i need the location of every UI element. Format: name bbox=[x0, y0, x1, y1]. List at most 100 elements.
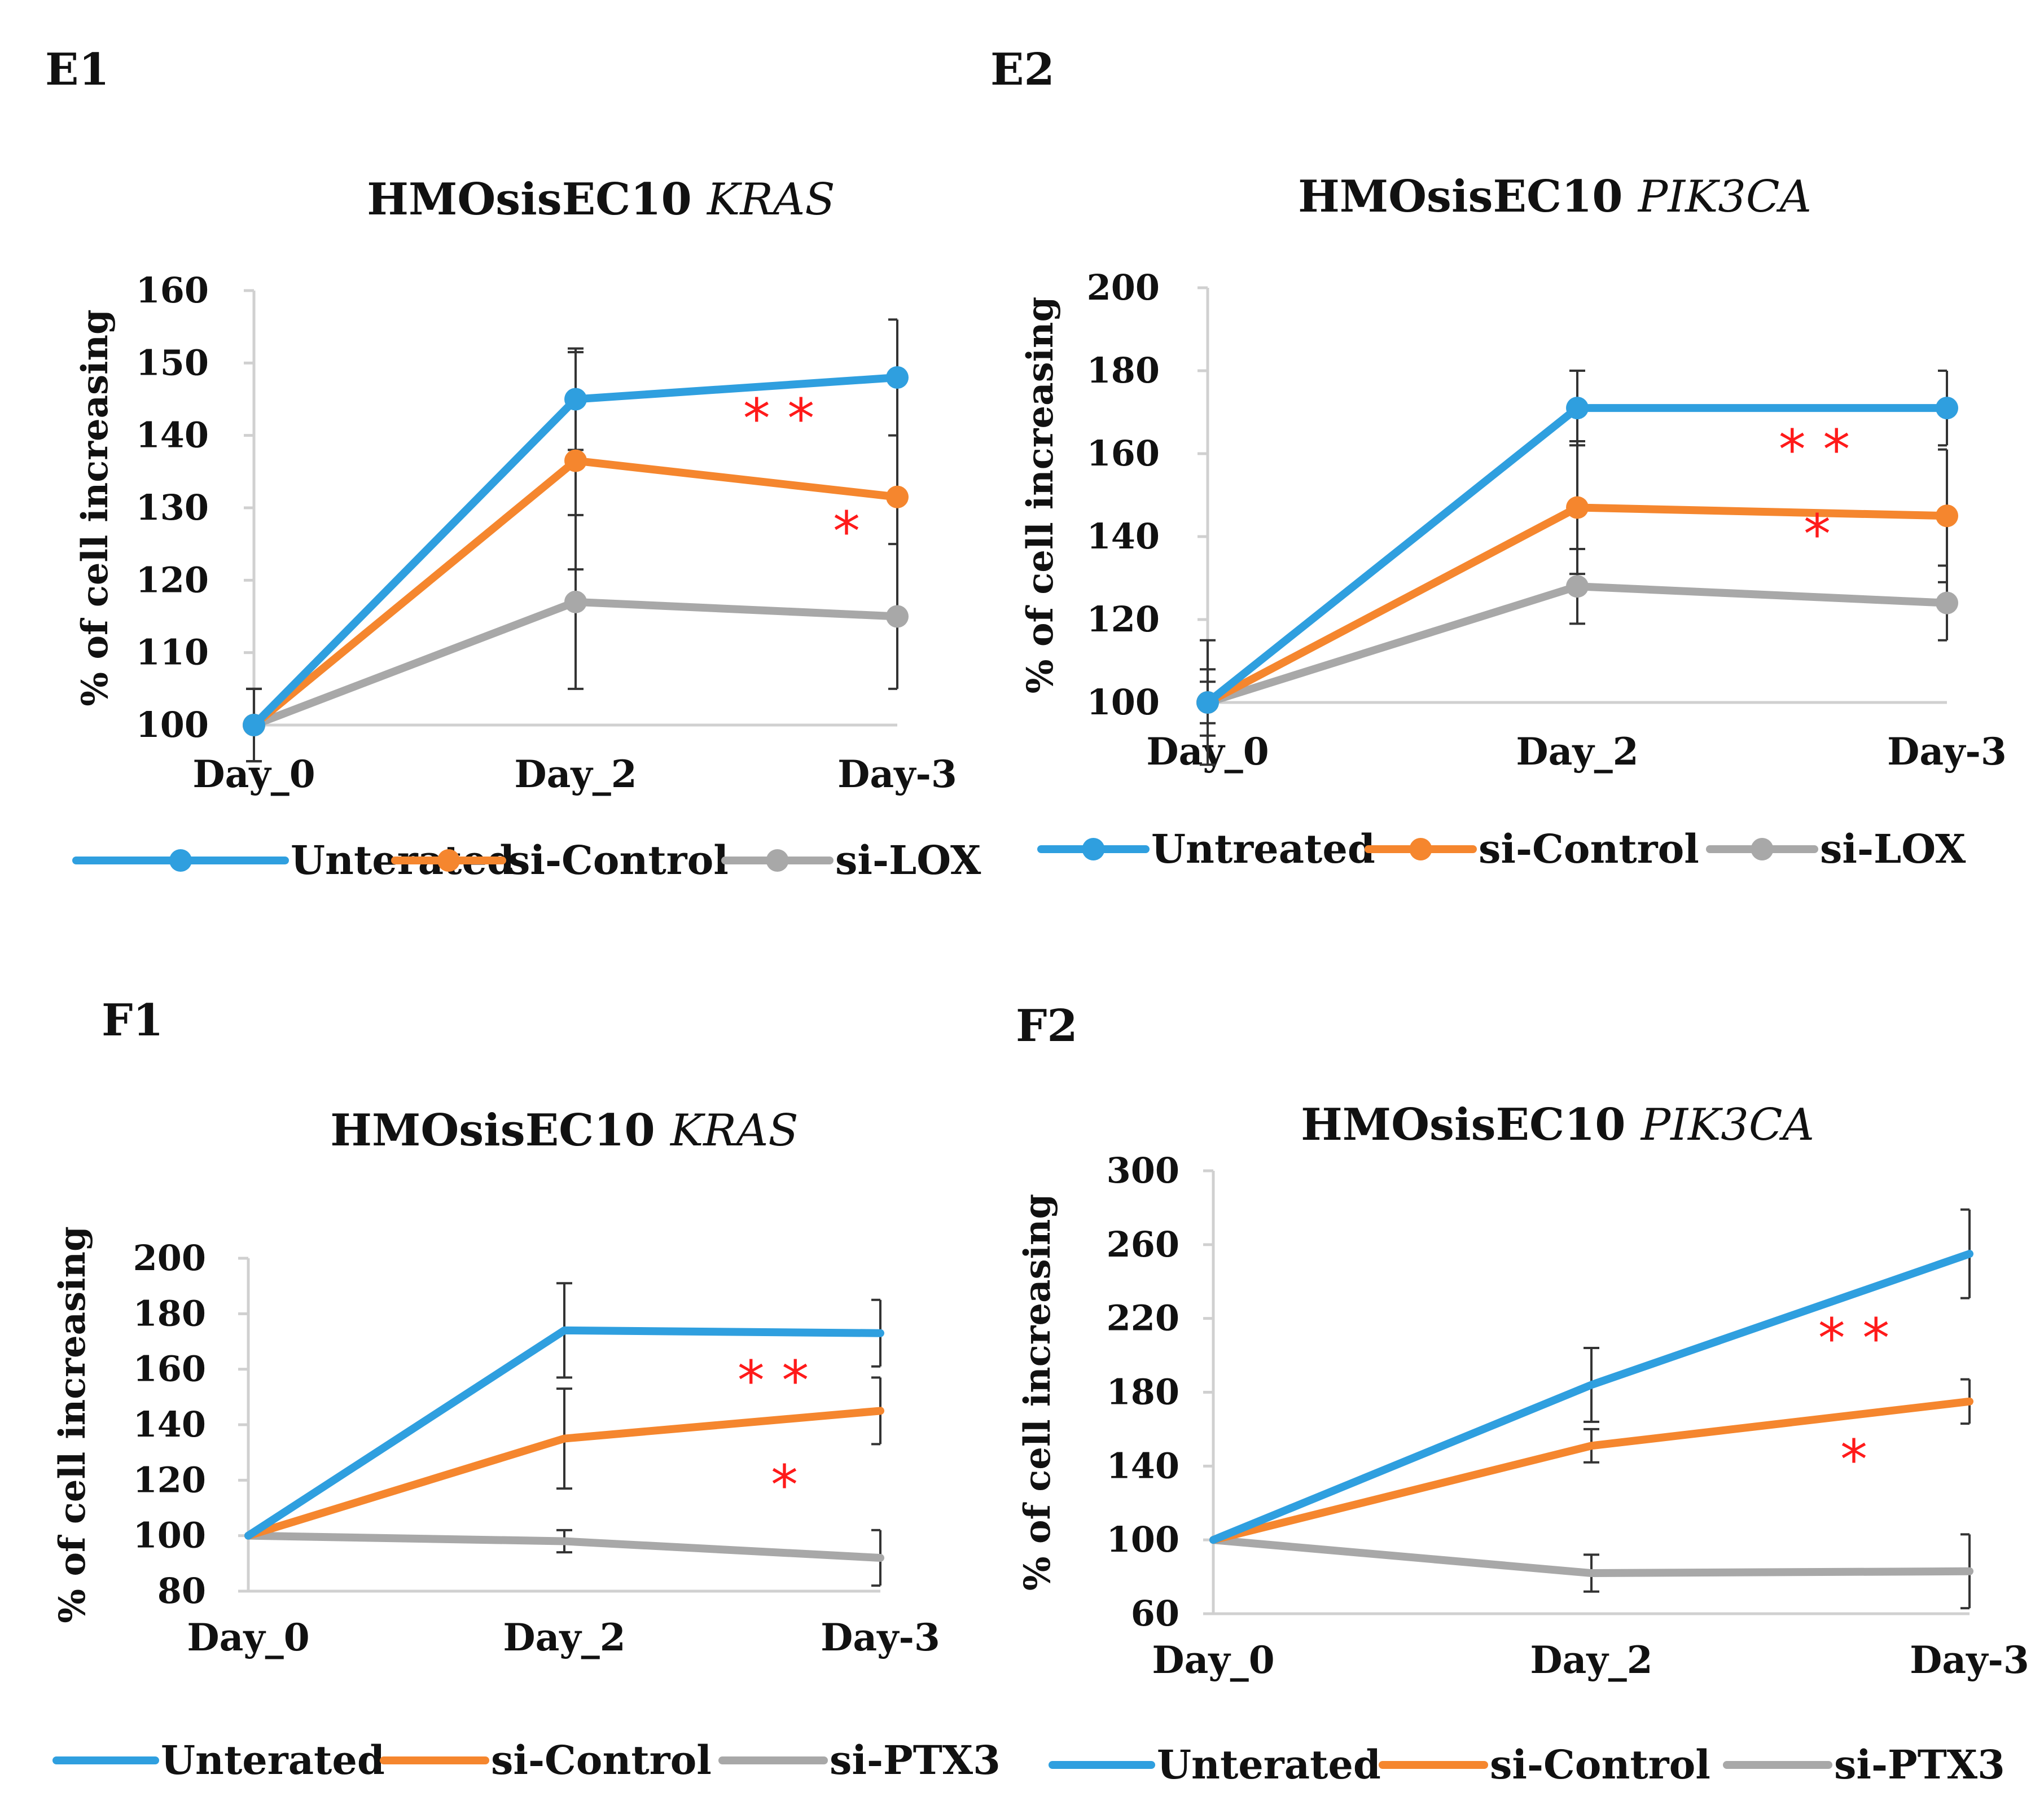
legend-marker bbox=[437, 849, 460, 872]
panel-letter: E2 bbox=[990, 44, 1055, 95]
y-tick-label: 140 bbox=[1087, 516, 1160, 557]
data-point bbox=[1196, 691, 1219, 714]
x-tick-label: Day-3 bbox=[1910, 1638, 2029, 1682]
data-point bbox=[886, 485, 909, 508]
series-line-unterated bbox=[1209, 1250, 1973, 1544]
legend-label: si-Control bbox=[1479, 825, 1699, 872]
y-axis-title: % of cell increasing bbox=[1019, 297, 1062, 694]
significance-star: * * bbox=[738, 1349, 809, 1412]
chart-f1: F1 HMOsisEC10 KRAS 80 100 120 140 160 180 200 Day… bbox=[51, 995, 1001, 1784]
legend-label: Unterated bbox=[161, 1737, 385, 1784]
x-tick-label: Day_2 bbox=[1516, 730, 1638, 774]
significance-star: * bbox=[833, 500, 860, 563]
y-tick-label: 180 bbox=[1087, 350, 1160, 391]
x-tick-label: Day_0 bbox=[187, 1615, 309, 1659]
legend-label: Unterated bbox=[1157, 1741, 1381, 1788]
data-point bbox=[564, 449, 587, 472]
chart-f2: F2 HMOsisEC10 PIK3CA 60 100 140 180 220 260 300 D… bbox=[1016, 1000, 2029, 1788]
y-axis-title: % of cell increasing bbox=[51, 1226, 94, 1623]
data-point bbox=[1936, 504, 1958, 528]
y-tick-label: 140 bbox=[133, 1404, 206, 1445]
x-tick-label: Day_0 bbox=[1152, 1638, 1274, 1682]
y-tick-label: 110 bbox=[136, 632, 209, 673]
x-tick-label: Day_2 bbox=[503, 1615, 625, 1659]
panel-letter: F2 bbox=[1016, 1000, 1078, 1052]
y-tick-label: 100 bbox=[136, 704, 209, 745]
chart-title: HMOsisEC10 PIK3CA bbox=[1298, 171, 1811, 222]
legend-marker bbox=[766, 849, 789, 872]
data-point bbox=[1936, 397, 1958, 420]
legend-label: si-PTX3 bbox=[1834, 1741, 2005, 1788]
significance-star: * * bbox=[1818, 1307, 1890, 1370]
chart-e1: E1 HMOsisEC10 KRAS 100 110 120 130 140 150 160 Da… bbox=[45, 44, 981, 884]
data-point bbox=[886, 605, 909, 628]
chart-title-gene: PIK3CA bbox=[1640, 1100, 1814, 1150]
y-tick-label: 160 bbox=[136, 270, 209, 311]
y-tick-label: 60 bbox=[1131, 1593, 1179, 1634]
series-line-si-control bbox=[1209, 1397, 1973, 1544]
x-tick-label: Day_2 bbox=[514, 752, 637, 796]
legend-marker bbox=[1751, 838, 1774, 860]
data-point bbox=[886, 366, 909, 389]
data-point bbox=[1566, 575, 1589, 598]
significance-star: * * bbox=[1779, 418, 1850, 481]
legend-label: si-Control bbox=[508, 837, 729, 884]
data-point bbox=[243, 714, 265, 736]
chart-e2: E2 HMOsisEC10 PIK3CA 100 120 140 160 180 200 Day… bbox=[990, 44, 2007, 872]
chart-title-text: HMOsisEC10 bbox=[1298, 171, 1638, 222]
chart-title: HMOsisEC10 KRAS bbox=[367, 174, 835, 225]
data-point bbox=[1936, 591, 1958, 614]
chart-title-gene: PIK3CA bbox=[1637, 172, 1811, 222]
y-tick-label: 120 bbox=[136, 559, 209, 600]
y-axis-title: % of cell increasing bbox=[74, 309, 116, 706]
series-line-si-control bbox=[244, 1407, 884, 1540]
data-point bbox=[564, 590, 587, 613]
y-tick-label: 200 bbox=[1087, 267, 1160, 308]
y-tick-label: 140 bbox=[1107, 1445, 1179, 1486]
legend-label: Untreated bbox=[1151, 825, 1375, 872]
y-tick-label: 220 bbox=[1107, 1298, 1179, 1339]
y-axis-title: % of cell increasing bbox=[1016, 1194, 1059, 1591]
panel-letter: E1 bbox=[45, 44, 109, 95]
data-point bbox=[564, 388, 587, 411]
series-line-si-ptx3 bbox=[1209, 1536, 1973, 1578]
panel-letter: F1 bbox=[102, 995, 164, 1046]
chart-title-text: HMOsisEC10 bbox=[1301, 1099, 1641, 1150]
y-tick-label: 100 bbox=[133, 1515, 206, 1556]
y-tick-label: 100 bbox=[1107, 1519, 1179, 1560]
chart-title-text: HMOsisEC10 bbox=[367, 174, 707, 225]
significance-star: * bbox=[771, 1453, 798, 1517]
chart-title: HMOsisEC10 PIK3CA bbox=[1301, 1099, 1814, 1150]
legend-label: si-PTX3 bbox=[830, 1737, 1001, 1784]
data-point bbox=[1566, 397, 1589, 420]
y-tick-label: 120 bbox=[133, 1459, 206, 1500]
y-tick-label: 140 bbox=[136, 415, 209, 456]
significance-star: * bbox=[1840, 1428, 1867, 1491]
y-tick-label: 80 bbox=[157, 1570, 206, 1611]
y-tick-label: 160 bbox=[1087, 433, 1160, 474]
y-tick-label: 260 bbox=[1107, 1224, 1179, 1265]
y-tick-label: 200 bbox=[133, 1237, 206, 1279]
y-tick-label: 300 bbox=[1107, 1150, 1179, 1191]
legend-marker bbox=[1082, 838, 1105, 860]
y-tick-label: 180 bbox=[1107, 1372, 1179, 1413]
y-tick-label: 180 bbox=[133, 1293, 206, 1334]
legend-label: si-LOX bbox=[1820, 825, 1966, 872]
y-tick-label: 130 bbox=[136, 487, 209, 528]
y-tick-label: 150 bbox=[136, 342, 209, 383]
x-tick-label: Day-3 bbox=[837, 752, 957, 796]
chart-title-text: HMOsisEC10 bbox=[330, 1105, 670, 1156]
significance-star: * * bbox=[743, 387, 815, 450]
x-tick-label: Day-3 bbox=[821, 1615, 940, 1659]
series-line-si-ptx3 bbox=[244, 1531, 884, 1562]
series-line-unterated bbox=[244, 1326, 884, 1540]
significance-star: * bbox=[1804, 503, 1831, 566]
data-point bbox=[1566, 496, 1589, 519]
legend-marker bbox=[1409, 838, 1432, 860]
y-tick-label: 160 bbox=[133, 1349, 206, 1390]
legend-label: si-Control bbox=[1490, 1741, 1710, 1788]
y-tick-label: 100 bbox=[1087, 682, 1160, 723]
legend-marker bbox=[169, 849, 192, 872]
chart-title-gene: KRAS bbox=[706, 174, 835, 225]
